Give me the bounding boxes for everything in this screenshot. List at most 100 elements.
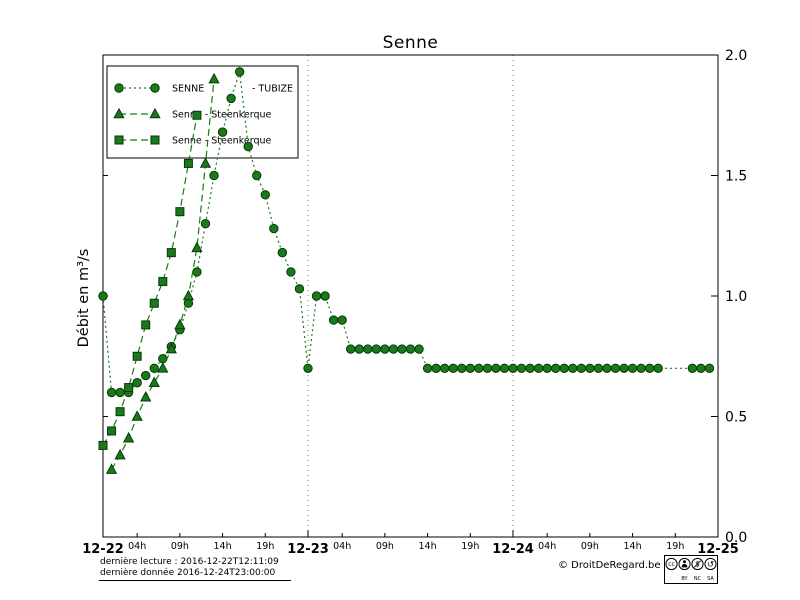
y-tick-label: 1.5 — [725, 169, 747, 185]
legend-box — [106, 65, 299, 159]
data-point — [388, 344, 399, 354]
data-point — [252, 170, 262, 181]
legend-label: Senne - Steenkerque — [172, 136, 271, 147]
data-point — [474, 363, 484, 373]
data-point — [636, 363, 646, 373]
data-point — [122, 431, 135, 443]
data-point — [311, 291, 322, 301]
data-point — [303, 363, 313, 373]
data-point — [559, 363, 569, 373]
cc-icon — [665, 557, 678, 571]
y-tick-label: 1.0 — [725, 289, 747, 305]
legend-marker — [150, 83, 160, 93]
data-point — [405, 344, 416, 354]
data-point — [610, 363, 621, 373]
x-hour-label: 19h — [256, 541, 274, 552]
data-point — [107, 426, 117, 436]
by-person-head — [683, 560, 686, 564]
data-point — [174, 318, 186, 330]
legend-marker — [114, 83, 124, 93]
data-point — [380, 344, 390, 354]
sa-arrow-glyph: ↺ — [707, 560, 714, 570]
x-hour-label: 09h — [376, 541, 394, 552]
data-point — [294, 284, 305, 294]
data-point — [354, 344, 364, 354]
cc-license-badge[interactable]: cc $ ↺ BY NC SA — [664, 555, 718, 584]
data-point — [98, 291, 108, 301]
data-point — [371, 344, 382, 354]
x-hour-label: 04h — [538, 541, 556, 552]
x-hour-label: 04h — [128, 541, 146, 552]
data-point — [269, 223, 279, 234]
data-point — [192, 110, 202, 120]
data-point — [260, 190, 270, 200]
data-point — [217, 127, 228, 137]
data-point — [98, 440, 108, 450]
data-point — [542, 363, 552, 373]
x-hour-label: 14h — [419, 541, 437, 552]
data-point — [183, 158, 193, 168]
x-hour-label: 19h — [666, 541, 684, 552]
x-day-label: 12-24 — [492, 542, 534, 557]
footer-divider — [99, 580, 291, 581]
x-day-label: 12-22 — [82, 542, 124, 557]
legend-label: Senne - Steenkerque — [172, 110, 271, 121]
data-point — [115, 387, 125, 398]
legend-marker — [114, 135, 124, 145]
nc-slash — [693, 560, 702, 568]
footer-last-reading: dernière lecture : 2016-12-22T12:11:09 — [100, 557, 279, 567]
data-point — [551, 363, 561, 373]
data-point — [105, 463, 118, 474]
data-point — [166, 248, 176, 258]
data-point — [363, 344, 373, 354]
copyright-text: © DroitDeRegard.be — [558, 560, 661, 571]
legend-marker — [113, 107, 125, 119]
data-point — [482, 363, 493, 373]
data-point — [234, 67, 245, 77]
legend-label: - TUBIZE — [252, 84, 293, 95]
y-tick-label: 2.0 — [725, 48, 747, 64]
data-point — [525, 363, 535, 373]
data-point — [106, 387, 117, 398]
data-point — [516, 363, 527, 373]
data-point — [619, 363, 629, 373]
y-tick-label: 0.5 — [725, 410, 747, 426]
data-point — [132, 378, 142, 388]
by-label: BY — [681, 576, 688, 582]
data-point — [328, 315, 339, 325]
by-person-body — [681, 564, 688, 568]
data-point — [199, 157, 212, 168]
data-point — [243, 141, 253, 152]
data-point — [175, 207, 185, 217]
data-point — [114, 448, 126, 460]
data-point — [704, 363, 715, 373]
data-point — [576, 363, 587, 373]
x-hour-label: 09h — [581, 541, 599, 552]
nc-label: NC — [694, 576, 702, 582]
data-point — [653, 363, 663, 373]
data-point — [286, 267, 296, 277]
data-point — [149, 298, 159, 308]
data-point — [226, 93, 236, 104]
x-hour-label: 04h — [333, 541, 351, 552]
legend-label: SENNE — [172, 84, 204, 95]
data-point — [115, 407, 125, 417]
x-hour-label: 09h — [171, 541, 189, 552]
x-hour-label: 19h — [461, 541, 479, 552]
data-point — [627, 363, 638, 373]
sa-icon — [704, 557, 717, 571]
data-point — [148, 376, 160, 388]
data-point — [696, 363, 706, 373]
y-tick-label: 0.0 — [725, 530, 747, 546]
cc-glyph: cc — [668, 561, 675, 568]
legend-marker — [150, 135, 160, 145]
data-point — [439, 363, 450, 373]
x-hour-label: 14h — [214, 541, 232, 552]
data-point — [320, 291, 330, 301]
data-point — [165, 342, 177, 354]
chart-title: Senne — [382, 33, 439, 53]
data-point — [191, 241, 203, 253]
data-point — [132, 351, 142, 361]
data-point — [602, 363, 612, 373]
